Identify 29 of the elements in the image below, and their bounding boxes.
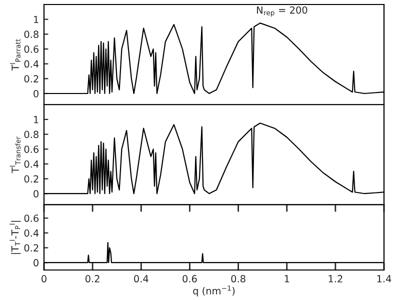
x-tick-label: 0.6 (182, 275, 197, 282)
y-tick-label: 0.6 (24, 45, 39, 53)
y-tick-label: 0.6 (24, 146, 39, 153)
y-tick-label: 0.2 (24, 175, 38, 183)
x-tick-label: 0 (42, 275, 46, 282)
y-tick-label: 1 (34, 16, 38, 24)
y-tick-label: 0.8 (24, 130, 38, 138)
y-tick-label: 0.2 (24, 75, 38, 82)
y-axis-title: |T$_{T}$$^{l}$-T$_{P}$$^{l}$| (10, 220, 21, 254)
y-tick-label: 0 (34, 259, 38, 266)
y-tick-label: 0.4 (24, 60, 39, 68)
y-axis-title: T$^{l}$$_{Parratt}$ (10, 39, 21, 71)
annotation: N$_{rep}$ = 200 (256, 6, 308, 17)
x-axis-title: q (nm$^{−1}$) (193, 286, 235, 296)
y-tick-label: 0 (34, 190, 38, 198)
y-tick-label: 0 (34, 90, 38, 98)
x-tick-label: 1.4 (377, 275, 392, 282)
x-tick-label: 1 (284, 275, 290, 282)
x-tick-label: 0.8 (231, 275, 246, 282)
y-tick-label: 1 (34, 116, 38, 124)
y-tick-label: 0.6 (24, 214, 39, 222)
x-tick-label: 0.2 (85, 275, 100, 282)
x-tick-label: 0.4 (134, 275, 148, 282)
y-tick-label: 0.4 (24, 160, 39, 168)
y-tick-label: 0.4 (24, 229, 39, 237)
y-tick-label: 0.8 (24, 30, 38, 38)
x-tick-label: 1.2 (328, 275, 342, 282)
y-axis-title: T$^{l}$$_{Transfer}$ (10, 136, 21, 174)
y-tick-label: 0.2 (24, 244, 38, 252)
